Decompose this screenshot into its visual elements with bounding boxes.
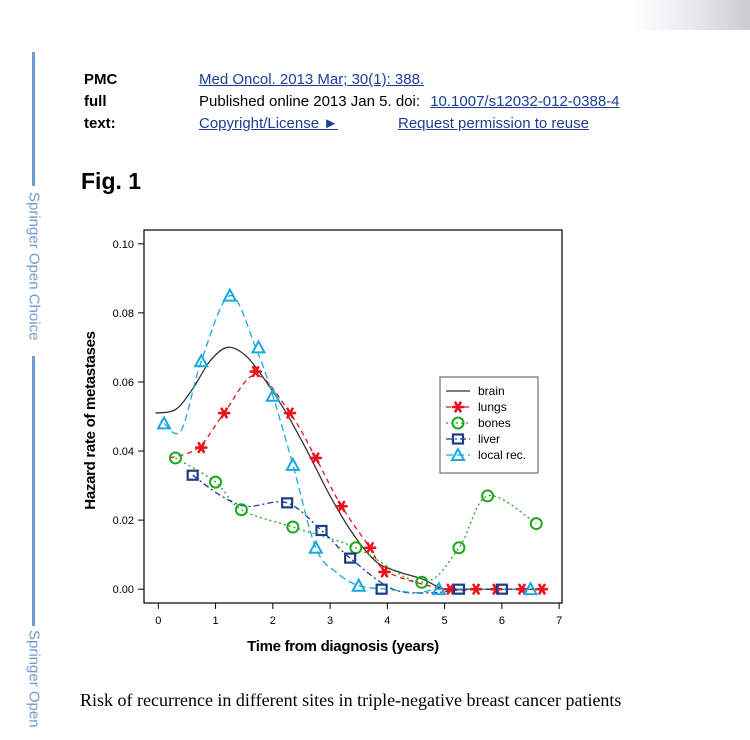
legend-box bbox=[439, 376, 539, 474]
copyright-link[interactable]: Copyright/License ► bbox=[199, 115, 339, 132]
y-tick-label: 0.08 bbox=[113, 308, 134, 320]
point-local bbox=[431, 581, 447, 596]
legend-marker-local bbox=[450, 446, 466, 461]
x-tick-label: 2 bbox=[270, 615, 276, 627]
doi-link[interactable]: 10.1007/s12032-012-0388-4 bbox=[430, 93, 620, 110]
figure-caption: Risk of recurrence in different sites in… bbox=[80, 690, 622, 710]
point-local bbox=[351, 577, 367, 592]
y-tick-label: 0.00 bbox=[113, 584, 134, 596]
point-liver bbox=[452, 583, 466, 595]
x-tick-label: 4 bbox=[384, 615, 390, 627]
point-liver bbox=[186, 469, 199, 481]
point-local bbox=[156, 415, 172, 430]
pmc-label: PMC full text: bbox=[84, 71, 118, 132]
side-line-middle bbox=[32, 356, 35, 626]
y-axis-label: Hazard rate of metastases bbox=[82, 331, 99, 509]
legend-marker-bones bbox=[451, 416, 465, 430]
point-bones bbox=[286, 520, 300, 534]
published-line: Published online 2013 Jan 5. doi: 10.100… bbox=[199, 91, 620, 113]
point-lungs bbox=[286, 407, 294, 419]
series-line-brain bbox=[155, 346, 537, 591]
published-prefix: Published online 2013 Jan 5. doi: bbox=[199, 93, 421, 110]
point-bones bbox=[481, 489, 495, 503]
y-tick-label: 0.06 bbox=[113, 377, 134, 389]
point-liver bbox=[375, 583, 388, 595]
point-bones bbox=[452, 541, 466, 555]
figure-title: Fig. 1 bbox=[81, 168, 142, 194]
point-bones bbox=[168, 451, 182, 465]
x-tick-label: 5 bbox=[442, 615, 448, 627]
point-lungs bbox=[472, 583, 480, 595]
x-tick-label: 3 bbox=[327, 615, 333, 627]
plot-frame bbox=[143, 229, 563, 604]
x-tick-label: 0 bbox=[155, 615, 161, 627]
request-permission-link[interactable]: Request permission to reuse bbox=[398, 115, 589, 132]
side-label-open: Springer Open bbox=[25, 630, 43, 728]
point-local bbox=[308, 539, 324, 554]
y-tick-label: 0.04 bbox=[113, 446, 134, 458]
point-lungs bbox=[311, 452, 320, 464]
point-liver bbox=[281, 497, 294, 509]
x-axis-label: Time from diagnosis (years) bbox=[247, 638, 439, 655]
y-tick-label: 0.02 bbox=[113, 515, 134, 527]
x-tick-label: 7 bbox=[556, 615, 562, 627]
citation-link[interactable]: Med Oncol. 2013 Mar; 30(1): 388. bbox=[199, 71, 425, 88]
point-bones bbox=[415, 575, 429, 589]
point-local bbox=[250, 339, 267, 354]
legend-label-brain: brain bbox=[478, 384, 505, 398]
legend-marker-liver bbox=[451, 433, 465, 445]
point-lungs bbox=[337, 500, 346, 512]
legend-label-bones: bones bbox=[478, 416, 511, 430]
point-local bbox=[285, 456, 301, 471]
point-liver bbox=[344, 552, 357, 564]
point-lungs bbox=[197, 441, 206, 454]
point-local bbox=[522, 581, 539, 596]
x-tick-label: 6 bbox=[499, 615, 505, 627]
legend-label-local: local rec. bbox=[478, 448, 526, 462]
legend-marker-lungs bbox=[454, 401, 462, 413]
point-bones bbox=[234, 503, 248, 517]
point-local bbox=[222, 287, 238, 302]
point-local bbox=[193, 353, 209, 368]
recurrence-chart: 0.00 0.02 0.04 0.06 0.08 0.10 0 1 2 3 4 5 6 7 Time fro… bbox=[82, 229, 563, 655]
point-bones bbox=[529, 517, 543, 531]
point-local bbox=[265, 387, 281, 402]
point-lungs bbox=[538, 583, 546, 595]
point-lungs bbox=[251, 365, 260, 378]
side-line-top bbox=[32, 52, 35, 186]
point-lungs bbox=[518, 583, 526, 595]
point-bones bbox=[209, 475, 223, 489]
point-liver bbox=[495, 583, 508, 595]
point-lungs bbox=[220, 407, 228, 419]
side-label-open-choice: Springer Open Choice bbox=[25, 192, 43, 341]
x-tick-label: 1 bbox=[213, 615, 219, 627]
point-lungs bbox=[366, 542, 374, 554]
side-banner: Springer Open Choice Springer Open bbox=[22, 0, 46, 740]
point-lungs bbox=[446, 583, 455, 595]
corner-shade bbox=[632, 0, 750, 30]
y-tick-label: 0.10 bbox=[113, 239, 134, 251]
point-liver bbox=[315, 524, 328, 537]
legend-label-lungs: lungs bbox=[478, 400, 507, 414]
series-line-bones bbox=[175, 457, 537, 583]
point-lungs bbox=[380, 566, 389, 578]
legend-label-liver: liver bbox=[478, 432, 500, 446]
